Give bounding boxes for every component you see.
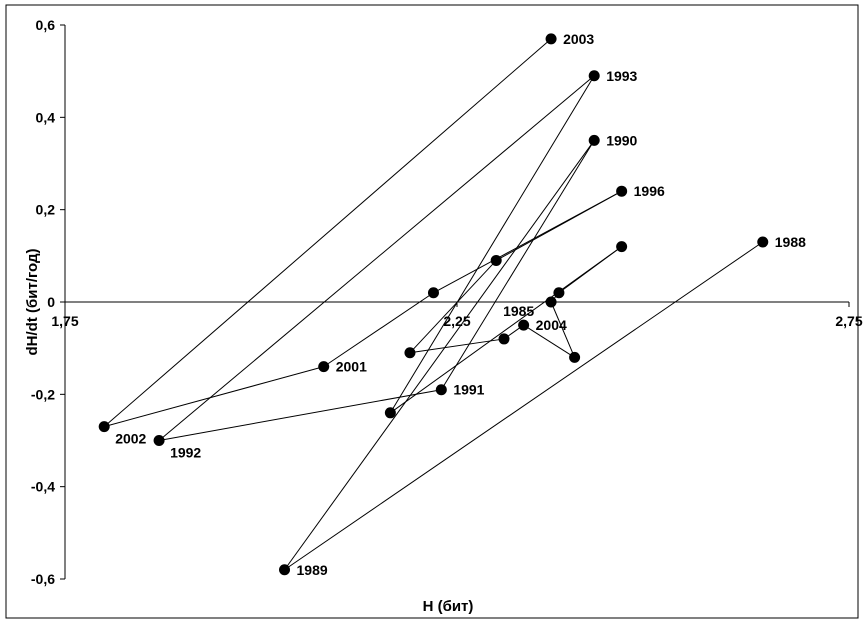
series-lines <box>103 38 764 571</box>
series-segment <box>550 301 576 358</box>
series-segment <box>158 389 442 441</box>
series-segment <box>103 38 552 428</box>
y-tick-label: -0,2 <box>31 386 55 402</box>
data-label: 1990 <box>606 132 637 148</box>
series-segment <box>523 324 575 358</box>
y-tick-label: 0,2 <box>36 202 56 218</box>
axes <box>64 25 849 579</box>
series-points <box>98 33 769 576</box>
data-point <box>518 319 530 331</box>
y-tick-label: -0,6 <box>31 571 55 587</box>
data-point <box>404 347 416 359</box>
data-point <box>427 287 439 299</box>
data-point <box>490 254 502 266</box>
x-tick-label: 2,25 <box>443 313 470 329</box>
data-point <box>384 407 396 419</box>
chart-border <box>5 4 859 619</box>
x-axis-title: H (бит) <box>423 598 474 615</box>
series-segment <box>433 190 622 294</box>
series-segment <box>409 338 505 354</box>
data-point <box>153 435 165 446</box>
data-point <box>553 287 565 299</box>
data-point <box>616 241 628 253</box>
data-point <box>588 134 600 146</box>
series-segment <box>158 75 595 441</box>
data-label: 1993 <box>606 68 637 84</box>
data-point <box>498 333 510 345</box>
data-point <box>545 33 557 45</box>
data-point <box>545 296 557 308</box>
series-segment <box>558 246 622 294</box>
data-label: 1996 <box>634 183 665 199</box>
y-tick-label: 0 <box>47 294 55 310</box>
data-point <box>98 421 110 433</box>
series-segment <box>440 140 595 390</box>
data-point <box>435 384 447 396</box>
y-axis-title: dH/dt (бит/год) <box>24 248 41 355</box>
data-point <box>569 351 581 363</box>
data-label: 2002 <box>115 431 146 447</box>
series-segment <box>390 246 622 414</box>
data-label: 1985 <box>503 303 534 319</box>
data-point <box>757 236 769 248</box>
tick-layer: 0,60,40,20-0,2-0,4-0,61,75 2,25 2,75 <box>31 17 863 587</box>
data-point <box>279 564 291 576</box>
data-label: 2003 <box>563 31 594 47</box>
data-point <box>588 70 600 82</box>
data-label: 1988 <box>775 234 806 250</box>
data-point <box>616 185 628 197</box>
series-segment <box>389 75 595 414</box>
series-segment <box>104 366 324 428</box>
series-segment <box>323 292 434 368</box>
data-label: 1992 <box>170 445 201 461</box>
data-label: 2001 <box>336 359 367 375</box>
data-label: 2004 <box>536 317 567 333</box>
y-tick-label: 0,4 <box>36 109 56 125</box>
series-segment <box>409 260 497 354</box>
series-segment <box>284 241 764 571</box>
y-tick-label: -0,4 <box>31 479 55 495</box>
y-tick-label: 0,6 <box>36 17 56 33</box>
data-label: 1991 <box>453 382 484 398</box>
x-tick-label: 2,75 <box>835 313 862 329</box>
data-point <box>318 361 330 373</box>
series-segment <box>284 140 595 571</box>
data-label: 1989 <box>297 562 328 578</box>
